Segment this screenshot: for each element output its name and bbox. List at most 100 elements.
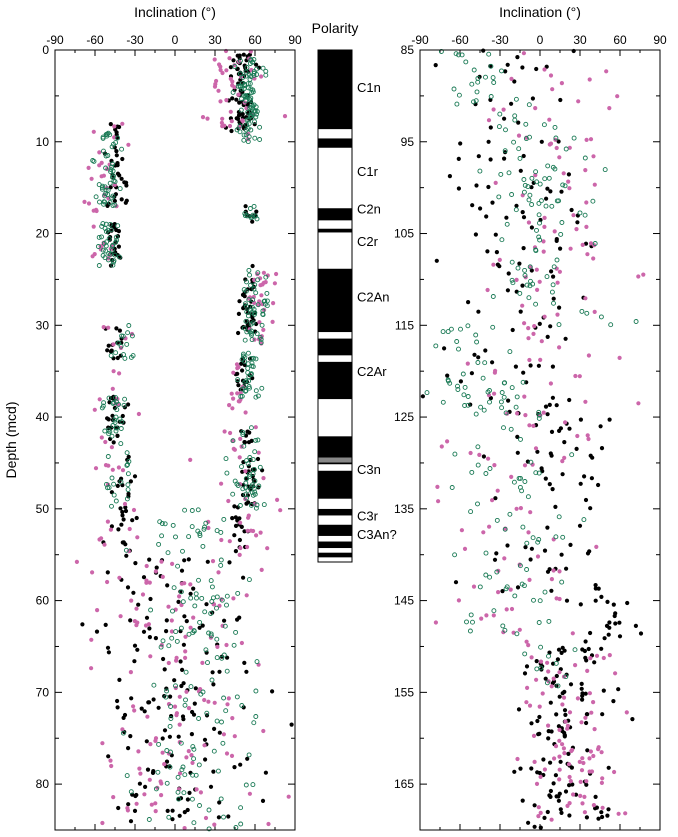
open-green-point (224, 470, 230, 476)
open-green-point (579, 308, 585, 314)
open-green-point (224, 602, 229, 608)
filled-black-point (253, 329, 258, 334)
right-ticks (419, 49, 661, 831)
open-green-point (537, 220, 542, 226)
filled-pink-point (580, 756, 585, 761)
filled-black-point (110, 413, 115, 418)
filled-black-point (254, 62, 259, 67)
filled-black-point (456, 186, 461, 191)
open-green-point (218, 529, 224, 535)
open-green-point (554, 257, 560, 263)
filled-pink-point (118, 614, 123, 619)
open-green-point (512, 593, 518, 599)
filled-pink-point (219, 537, 224, 543)
open-green-point (536, 200, 542, 206)
filled-pink-point (186, 706, 192, 711)
filled-black-point (126, 746, 131, 751)
filled-black-point (143, 784, 148, 790)
filled-pink-point (90, 570, 95, 575)
filled-black-point (548, 451, 553, 456)
open-green-point (240, 432, 246, 437)
filled-pink-point (86, 201, 92, 206)
filled-pink-point (212, 84, 218, 89)
filled-pink-point (459, 528, 464, 533)
open-green-point (105, 454, 111, 459)
filled-black-point (167, 734, 172, 739)
filled-black-point (240, 368, 245, 373)
filled-black-point (229, 128, 234, 134)
filled-black-point (147, 557, 152, 562)
open-green-point (196, 762, 202, 768)
open-green-point (440, 329, 446, 335)
open-green-point (251, 355, 257, 361)
filled-black-point (481, 48, 486, 53)
filled-pink-point (239, 640, 244, 646)
open-green-point (245, 109, 251, 115)
filled-black-point (263, 770, 268, 775)
open-green-point (124, 496, 130, 502)
open-green-point (211, 748, 217, 754)
polarity-bands (318, 50, 352, 558)
open-green-point (123, 547, 129, 553)
filled-black-point (178, 659, 183, 664)
open-green-point (517, 484, 523, 490)
filled-pink-point (265, 546, 270, 551)
open-green-point (474, 89, 480, 95)
open-green-point (460, 371, 466, 377)
open-green-point (469, 469, 475, 475)
filled-pink-point (230, 406, 235, 411)
open-green-point (174, 638, 180, 644)
filled-pink-point (584, 224, 589, 229)
filled-black-point (250, 263, 255, 269)
filled-pink-point (146, 622, 151, 627)
x-tick-label: -90 (411, 33, 429, 47)
filled-pink-point (487, 524, 492, 529)
chron-label: C2r (357, 234, 379, 249)
filled-pink-point (535, 287, 540, 292)
open-green-point (111, 173, 116, 179)
filled-pink-point (501, 107, 506, 112)
open-green-point (473, 411, 479, 417)
open-green-point (464, 619, 469, 625)
filled-black-point (165, 583, 170, 588)
filled-pink-point (99, 536, 104, 541)
filled-black-point (589, 476, 595, 481)
open-green-point (501, 394, 507, 400)
open-green-point (483, 572, 489, 578)
open-green-point (513, 404, 519, 410)
open-green-point (118, 343, 124, 349)
filled-pink-point (202, 697, 207, 703)
filled-black-point (549, 269, 554, 274)
chron-label: C3r (357, 508, 379, 523)
filled-black-point (548, 189, 553, 194)
open-green-point (252, 310, 258, 316)
filled-black-point (165, 808, 170, 814)
filled-black-point (162, 728, 168, 733)
filled-pink-point (551, 676, 556, 681)
filled-black-point (583, 241, 589, 246)
open-green-point (482, 360, 488, 366)
filled-black-point (453, 580, 459, 585)
filled-pink-point (571, 792, 576, 797)
filled-pink-point (162, 762, 167, 767)
filled-black-point (458, 379, 463, 384)
filled-pink-point (491, 613, 496, 618)
filled-black-point (524, 664, 530, 669)
open-green-point (468, 612, 474, 618)
open-green-point (102, 199, 108, 205)
open-green-point (129, 333, 135, 339)
filled-pink-point (523, 413, 528, 418)
filled-black-point (503, 69, 508, 74)
filled-black-point (554, 238, 559, 243)
open-green-point (125, 471, 131, 477)
filled-black-point (567, 813, 572, 818)
filled-black-point (109, 348, 114, 353)
filled-black-point (231, 58, 236, 63)
filled-black-point (119, 197, 124, 202)
filled-pink-point (215, 644, 220, 650)
filled-pink-point (585, 668, 590, 674)
open-green-point (113, 428, 119, 434)
open-green-point (535, 539, 541, 545)
filled-pink-point (240, 118, 245, 124)
open-green-point (245, 350, 251, 356)
